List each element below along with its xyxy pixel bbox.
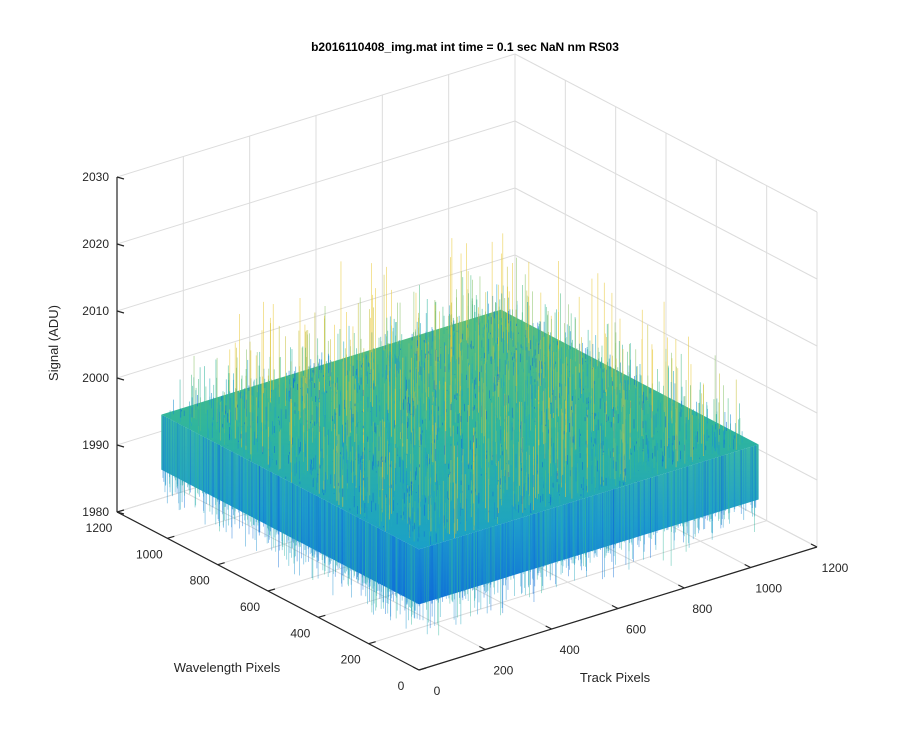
- x-tick-mark: [545, 625, 552, 630]
- z-tick-label: 2020: [82, 237, 109, 251]
- grid-line: [116, 187, 516, 312]
- y-tick-mark: [267, 588, 276, 592]
- grid-line: [514, 254, 818, 414]
- grid-line: [514, 120, 818, 280]
- noise-spikes: [162, 233, 757, 636]
- z-tick-label: 2030: [82, 170, 109, 184]
- grid-line: [116, 254, 516, 379]
- z-tick-mark: [116, 176, 125, 180]
- z-tick-mark: [116, 243, 125, 247]
- y-tick-label: 0: [398, 679, 405, 693]
- grid-line: [514, 187, 818, 347]
- z-tick-label: 2000: [82, 371, 109, 385]
- z-tick-mark: [116, 511, 125, 515]
- z-axis-label: Signal (ADU): [46, 305, 61, 381]
- y-tick-mark: [116, 509, 125, 513]
- y-tick-label: 600: [240, 600, 260, 614]
- z-tick-label: 2010: [82, 304, 109, 318]
- z-tick-label: 1980: [82, 505, 109, 519]
- x-tick-mark: [412, 666, 420, 671]
- y-tick-mark: [167, 535, 175, 539]
- grid-line: [514, 53, 818, 213]
- x-tick-mark: [611, 604, 619, 610]
- y-tick-label: 400: [290, 626, 310, 640]
- x-tick-label: 600: [626, 623, 646, 637]
- x-tick-label: 800: [692, 602, 712, 616]
- grid-line: [116, 120, 516, 245]
- x-tick-label: 1200: [822, 561, 849, 575]
- z-tick-label: 1990: [82, 438, 109, 452]
- y-tick-mark: [318, 614, 326, 618]
- y-axis-label: Wavelength Pixels: [174, 660, 281, 675]
- y-tick-mark: [217, 562, 225, 566]
- x-tick-mark: [479, 645, 486, 651]
- x-tick-label: 1000: [755, 582, 782, 596]
- y-tick-label: 800: [190, 574, 210, 588]
- y-tick-mark: [418, 667, 427, 671]
- x-tick-mark: [810, 543, 818, 548]
- x-tick-mark: [678, 584, 685, 589]
- z-tick-mark: [116, 310, 125, 314]
- y-tick-label: 200: [341, 653, 361, 667]
- y-tick-label: 1000: [136, 547, 163, 561]
- grid-line: [116, 53, 516, 178]
- chart-title: b2016110408_img.mat int time = 0.1 sec N…: [311, 40, 619, 54]
- axis-layer: 0 200 400 600 800 1000 1200 0 200 400 600 800 1000 12…: [82, 170, 848, 698]
- x-tick-label: 400: [560, 643, 580, 657]
- surface-layer: [161, 233, 759, 636]
- y-tick-label: 1200: [86, 521, 113, 535]
- x-tick-label: 0: [434, 684, 441, 698]
- y-tick-mark: [368, 641, 376, 645]
- x-tick-mark: [744, 563, 751, 569]
- z-tick-mark: [116, 377, 125, 381]
- x-tick-label: 200: [493, 664, 513, 678]
- z-tick-mark: [116, 444, 125, 448]
- x-axis-label: Track Pixels: [580, 670, 651, 685]
